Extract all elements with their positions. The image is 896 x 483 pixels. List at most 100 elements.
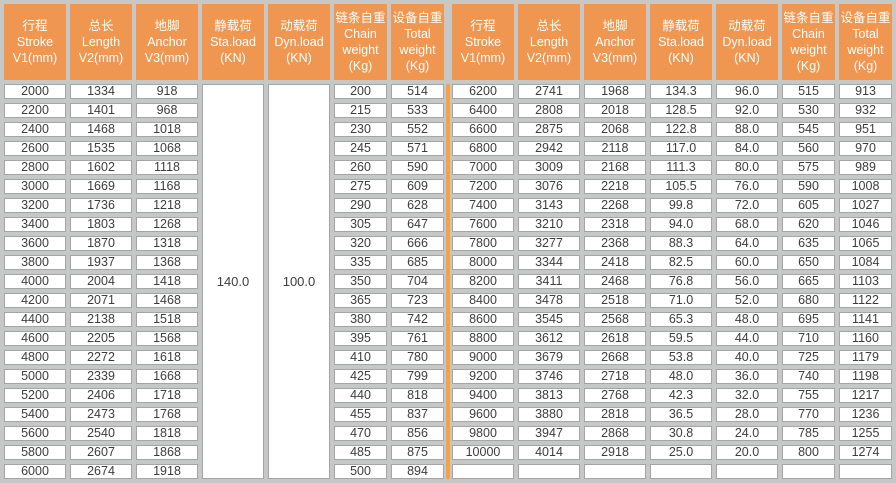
cell-anchor: 2468	[584, 274, 646, 289]
cell-length: 1535	[70, 141, 132, 156]
cell-length: 1401	[70, 103, 132, 118]
cell-length: 2004	[70, 274, 132, 289]
cell-stroke: 5400	[4, 407, 66, 422]
cell-chain-weight: 485	[334, 445, 387, 460]
cell-dyn-load: 52.0	[716, 293, 778, 308]
table-row: 3200 1736 1218 290 628	[4, 198, 444, 213]
cell-stroke: 3800	[4, 255, 66, 270]
column-header-stroke: 行程 Stroke V1(mm)	[4, 4, 66, 80]
cell-stroke: 7200	[452, 179, 514, 194]
cell-sta-load: 82.5	[650, 255, 712, 270]
cell-length: 2071	[70, 293, 132, 308]
cell-length: 1468	[70, 122, 132, 137]
cell-stroke: 4000	[4, 274, 66, 289]
cell-chain-weight: 680	[782, 293, 835, 308]
cell-total-weight: 533	[391, 103, 444, 118]
cell-anchor: 2118	[584, 141, 646, 156]
cell-stroke: 5600	[4, 426, 66, 441]
cell-sta-load: 117.0	[650, 141, 712, 156]
cell-chain-weight: 545	[782, 122, 835, 137]
header-line: Length	[81, 35, 121, 49]
cell-stroke: 5000	[4, 369, 66, 384]
cell-sta-load: 99.8	[650, 198, 712, 213]
header-line: 地脚	[602, 19, 628, 33]
header-line: Total	[404, 27, 431, 41]
cell-stroke: 8000	[452, 255, 514, 270]
cell-total-weight: 932	[839, 103, 892, 118]
cell-anchor: 1668	[136, 369, 198, 384]
cell-anchor: 1618	[136, 350, 198, 365]
table-row: 5800 2607 1868 485 875	[4, 445, 444, 460]
cell-chain-weight: 785	[782, 426, 835, 441]
cell-anchor: 2268	[584, 198, 646, 213]
cell-total-weight: 1103	[839, 274, 892, 289]
header-line: (Kg)	[796, 59, 821, 73]
cell-chain-weight: 320	[334, 236, 387, 251]
column-header-chain-weight: 链条自重 Chain weight (Kg)	[334, 4, 387, 80]
cell-anchor: 968	[136, 103, 198, 118]
cell-stroke: 2000	[4, 84, 66, 99]
cell-anchor: 2368	[584, 236, 646, 251]
cell-anchor: 1568	[136, 331, 198, 346]
table-row: 2000 1334 918 140.0 100.0 200 514	[4, 84, 444, 479]
cell-length: 3545	[518, 312, 580, 327]
cell-chain-weight: 710	[782, 331, 835, 346]
cell-stroke: 6400	[452, 103, 514, 118]
cell-total-weight: 1236	[839, 407, 892, 422]
cell-anchor: 1118	[136, 160, 198, 175]
cell-anchor: 2868	[584, 426, 646, 441]
header-line: 链条自重	[335, 11, 386, 25]
cell-chain-weight	[782, 464, 835, 479]
cell-chain-weight: 605	[782, 198, 835, 213]
table-row: 6600 2875 2068 122.8 88.0 545 951	[452, 122, 892, 137]
cell-dyn-load: 24.0	[716, 426, 778, 441]
cell-total-weight: 989	[839, 160, 892, 175]
cell-dyn-load-merged: 100.0	[268, 84, 330, 479]
cell-length: 2205	[70, 331, 132, 346]
cell-length: 2406	[70, 388, 132, 403]
table-row: 7600 3210 2318 94.0 68.0 620 1046	[452, 217, 892, 232]
table-row: 2200 1401 968 215 533	[4, 103, 444, 118]
cell-dyn-load: 28.0	[716, 407, 778, 422]
cell-length: 3277	[518, 236, 580, 251]
cell-anchor: 1518	[136, 312, 198, 327]
cell-anchor: 1168	[136, 179, 198, 194]
cell-dyn-load: 32.0	[716, 388, 778, 403]
header-line: V3(mm)	[144, 51, 190, 65]
cell-total-weight: 970	[839, 141, 892, 156]
cell-chain-weight: 665	[782, 274, 835, 289]
cell-length: 1669	[70, 179, 132, 194]
cell-anchor: 2518	[584, 293, 646, 308]
header-line: Anchor	[595, 35, 635, 49]
cell-chain-weight: 755	[782, 388, 835, 403]
column-header-total-weight: 设备自重 Total weight (Kg)	[839, 4, 892, 80]
cell-dyn-load: 80.0	[716, 160, 778, 175]
cell-anchor: 1718	[136, 388, 198, 403]
cell-chain-weight: 290	[334, 198, 387, 213]
cell-anchor: 2068	[584, 122, 646, 137]
cell-chain-weight: 515	[782, 84, 835, 99]
header-row: 行程 Stroke V1(mm) 总长 Length V2(mm) 地脚 Anchor V3(m…	[452, 4, 892, 80]
cell-stroke: 9000	[452, 350, 514, 365]
cell-stroke: 3400	[4, 217, 66, 232]
column-header-anchor: 地脚 Anchor V3(mm)	[584, 4, 646, 80]
spec-table-right: 行程 Stroke V1(mm) 总长 Length V2(mm) 地脚 Anchor V3(m…	[448, 0, 896, 483]
column-header-dyn-load: 动载荷 Dyn.load (KN)	[716, 4, 778, 80]
cell-sta-load: 134.3	[650, 84, 712, 99]
header-line: V2(mm)	[526, 51, 572, 65]
table-row: 8200 3411 2468 76.8 56.0 665 1103	[452, 274, 892, 289]
cell-stroke: 10000	[452, 445, 514, 460]
cell-chain-weight: 800	[782, 445, 835, 460]
cell-anchor: 1018	[136, 122, 198, 137]
cell-total-weight: 913	[839, 84, 892, 99]
header-line: Anchor	[147, 35, 187, 49]
table-row: 6400 2808 2018 128.5 92.0 530 932	[452, 103, 892, 118]
cell-anchor: 1418	[136, 274, 198, 289]
cell-dyn-load: 72.0	[716, 198, 778, 213]
cell-total-weight: 609	[391, 179, 444, 194]
cell-length: 2875	[518, 122, 580, 137]
cell-dyn-load: 96.0	[716, 84, 778, 99]
cell-total-weight: 723	[391, 293, 444, 308]
cell-total-weight: 1065	[839, 236, 892, 251]
cell-total-weight	[839, 464, 892, 479]
